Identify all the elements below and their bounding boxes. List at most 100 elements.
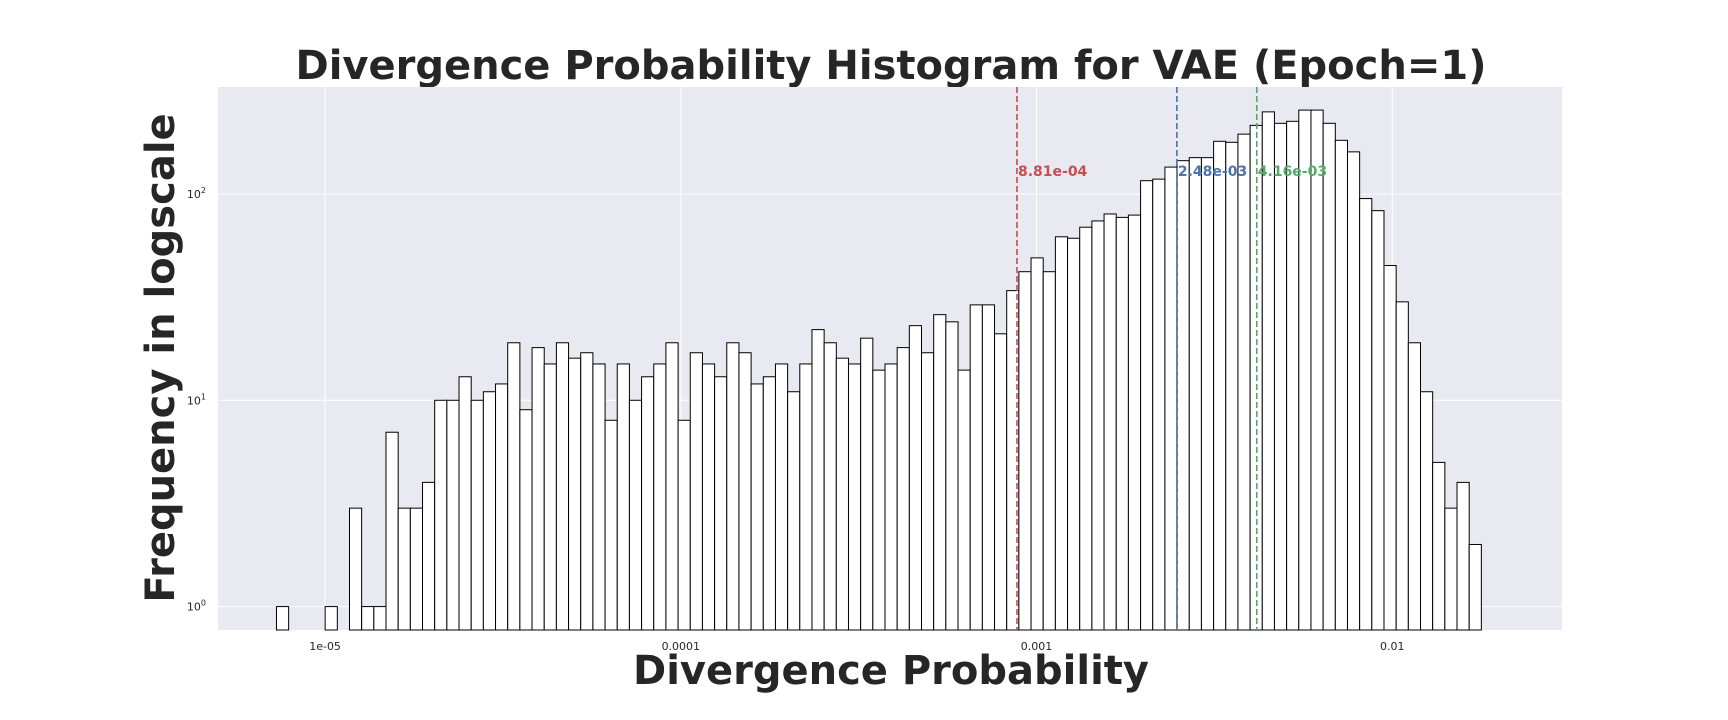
- histogram-bar: [580, 352, 594, 631]
- y-axis-label: Frequency in logscale: [138, 113, 184, 602]
- y-tick-label: 100: [187, 599, 206, 614]
- histogram-bar: [1371, 210, 1385, 631]
- histogram-bar: [519, 409, 533, 631]
- histogram-bar: [957, 369, 971, 631]
- histogram-bar: [1152, 178, 1166, 631]
- histogram-bar: [847, 363, 862, 631]
- histogram-bar: [531, 347, 545, 631]
- histogram-bar: [933, 314, 947, 631]
- histogram-bar: [969, 304, 983, 631]
- histogram-bar: [1286, 120, 1300, 631]
- histogram-bar: [1115, 216, 1129, 631]
- histogram-bar: [677, 419, 691, 631]
- chart-title: Divergence Probability Histogram for VAE…: [296, 43, 1487, 89]
- histogram-bar: [896, 347, 910, 631]
- histogram-bars: [275, 109, 1482, 631]
- histogram-bar: [543, 363, 557, 631]
- histogram-bar: [994, 333, 1008, 631]
- histogram-bar: [1298, 109, 1312, 631]
- histogram-bar: [1140, 180, 1154, 631]
- histogram-bar: [908, 325, 923, 631]
- histogram-bar: [945, 321, 959, 631]
- histogram-bar: [592, 363, 606, 631]
- histogram-bar: [1188, 157, 1202, 631]
- histogram-bar: [1103, 213, 1117, 631]
- histogram-bar: [434, 399, 448, 631]
- histogram-bar: [799, 363, 813, 631]
- histogram-bar: [1127, 214, 1142, 631]
- histogram-bar: [422, 481, 436, 631]
- y-tick-label: 102: [187, 186, 206, 201]
- histogram-bar: [470, 399, 484, 631]
- histogram-bar: [1310, 109, 1324, 631]
- histogram-bar: [1176, 160, 1190, 631]
- histogram-bar: [409, 507, 424, 631]
- histogram-bar: [616, 363, 630, 631]
- annotation-lines: 8.81e-04 2.48e-03 4.16e-03: [1016, 87, 1327, 630]
- histogram-bar: [1200, 157, 1215, 631]
- histogram-bar: [1030, 257, 1044, 631]
- histogram-bar: [361, 606, 375, 631]
- histogram-bar: [750, 383, 764, 631]
- axis-ticks: 1e-05 0.0001 0.001 0.01 100 101 102: [187, 186, 1405, 653]
- histogram-bar: [1432, 461, 1446, 631]
- histogram-bar: [701, 363, 716, 631]
- x-tick-label: 1e-05: [309, 640, 341, 653]
- histogram-bar: [385, 431, 399, 631]
- histogram-bar: [823, 342, 837, 631]
- annotation-label: 2.48e-03: [1178, 164, 1247, 180]
- histogram-bar: [1456, 481, 1470, 631]
- histogram-bar: [1018, 271, 1032, 631]
- histogram-bar: [446, 399, 460, 631]
- histogram-bar: [495, 383, 509, 631]
- histogram-bar: [1237, 133, 1251, 631]
- histogram-bar: [628, 399, 643, 631]
- histogram-bar: [835, 357, 849, 631]
- y-tick-label: 101: [187, 392, 206, 407]
- histogram-bar: [738, 352, 752, 631]
- histogram-bar: [641, 376, 655, 631]
- histogram-bar: [507, 342, 521, 631]
- histogram-bar: [348, 507, 363, 631]
- x-tick-label: 0.0001: [662, 640, 701, 653]
- histogram-bar: [884, 363, 898, 631]
- histogram-bar: [872, 369, 886, 631]
- histogram-bar: [482, 391, 497, 631]
- histogram-bar: [981, 304, 996, 631]
- histogram-bar: [1079, 226, 1093, 631]
- histogram-bar: [1225, 141, 1239, 631]
- histogram-bar: [1273, 122, 1288, 631]
- histogram-bar: [1383, 265, 1397, 631]
- histogram-bar: [1407, 342, 1422, 631]
- histogram-bar: [1359, 198, 1373, 631]
- annotation-label: 8.81e-04: [1018, 164, 1088, 180]
- histogram-bar: [762, 376, 776, 631]
- x-tick-label: 0.001: [1021, 640, 1053, 653]
- histogram-bar: [1468, 543, 1482, 631]
- histogram-bar: [714, 376, 728, 631]
- histogram-bar: [373, 606, 387, 631]
- histogram-bar: [1420, 391, 1434, 631]
- histogram-bar: [811, 329, 825, 631]
- histogram-bar: [1042, 271, 1056, 631]
- histogram-bar: [275, 606, 290, 631]
- histogram-bar: [568, 357, 582, 631]
- histogram-bar: [921, 352, 935, 631]
- histogram-bar: [774, 363, 789, 631]
- histogram-bar: [689, 352, 703, 631]
- x-tick-label: 0.01: [1380, 640, 1405, 653]
- histogram-bar: [665, 342, 679, 631]
- histogram-bar: [458, 376, 472, 631]
- histogram-bar: [1164, 166, 1178, 631]
- histogram-bar: [1346, 151, 1361, 631]
- histogram-bar: [397, 507, 411, 631]
- histogram-bar: [1322, 122, 1336, 631]
- histogram-bar: [1091, 220, 1105, 631]
- histogram-bar: [604, 419, 618, 631]
- annotation-label: 4.16e-03: [1258, 164, 1327, 180]
- histogram-bar: [1067, 237, 1081, 631]
- histogram-bar: [653, 363, 667, 631]
- histogram-bar: [555, 342, 570, 631]
- histogram-bar: [787, 391, 801, 631]
